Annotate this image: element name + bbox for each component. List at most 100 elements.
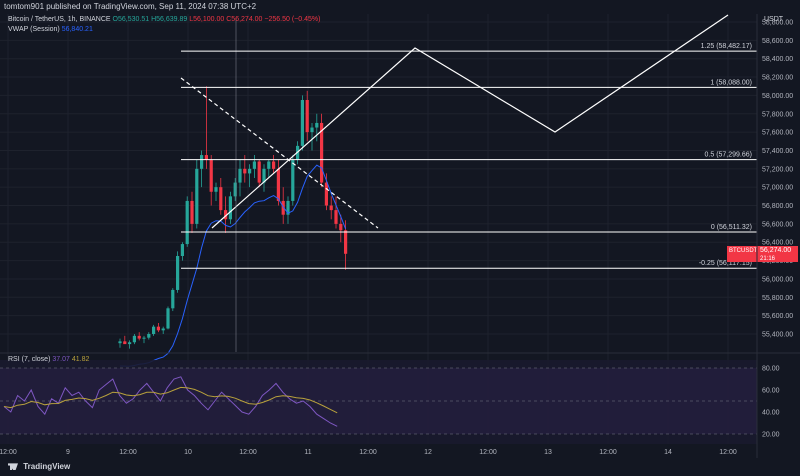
candle-body <box>334 210 338 224</box>
rsi-value: 37.07 <box>52 356 70 363</box>
candle-body <box>344 230 348 254</box>
time-tick-label: 12 <box>424 449 432 456</box>
candle-body <box>142 337 146 339</box>
price-tick-label: 57,000.00 <box>762 185 793 192</box>
publish-line: tomtom901 published on TradingView.com, … <box>4 2 257 11</box>
fib-level-label: 0 (56,511.32) <box>711 224 752 231</box>
candle-body <box>300 100 304 146</box>
time-tick-label: 12:00 <box>479 449 497 456</box>
price-tick-label: 58,800.00 <box>762 20 793 27</box>
rsi-pane[interactable] <box>0 360 757 444</box>
price-axis[interactable]: 58,800.00 58,600.00 58,400.00 58,200.00 58,0… <box>762 20 793 339</box>
price-tick-label: 57,400.00 <box>762 148 793 155</box>
candle-body <box>291 159 295 201</box>
candle-body <box>128 342 132 345</box>
rsi-legend[interactable]: RSI (7, close) 37.07 41.82 <box>8 356 89 363</box>
svg-text:BTCUSDT: BTCUSDT <box>729 248 758 254</box>
candle-body <box>132 335 136 343</box>
candle-body <box>238 168 242 183</box>
time-tick-label: 11 <box>304 449 311 456</box>
price-tick-label: 56,400.00 <box>762 240 793 247</box>
candle-body <box>166 308 170 329</box>
price-tick-label: 57,800.00 <box>762 111 793 118</box>
vwap-line <box>119 164 347 367</box>
svg-text:21:16: 21:16 <box>760 256 776 262</box>
price-tick-label: 56,600.00 <box>762 221 793 228</box>
price-tick-label: 58,200.00 <box>762 75 793 82</box>
ohlc-change: −256.50 (−0.45%) <box>264 16 321 23</box>
ohlc-open: O56,530.51 <box>112 16 150 23</box>
candle-body <box>262 168 266 183</box>
candle-body <box>176 256 180 290</box>
price-tick-label: 58,000.00 <box>762 93 793 100</box>
candle-body <box>209 159 213 192</box>
rsi-tick-label: 60.00 <box>762 388 780 395</box>
symbol-legend[interactable]: Bitcoin / TetherUS, 1h, BINANCE O56,530.… <box>8 15 320 35</box>
price-tick-label: 56,000.00 <box>762 276 793 283</box>
time-tick-label: 12:00 <box>0 449 17 456</box>
fib-level-label: -0.25 (56,117.15) <box>699 260 752 267</box>
candle-body <box>320 122 324 183</box>
publish-header: tomtom901 published on TradingView.com, … <box>0 0 800 14</box>
fib-retracement[interactable]: 1.25 (58,482.17) 1 (58,088.00) 0.5 (57,299… <box>181 43 757 269</box>
candle-body <box>137 335 141 339</box>
candle-body <box>324 182 328 206</box>
symbol-name[interactable]: Bitcoin / TetherUS, 1h, BINANCE <box>8 16 111 23</box>
trendline-dashed <box>180 77 379 229</box>
candle-body <box>147 334 151 338</box>
drawings[interactable] <box>180 14 729 352</box>
candle-body <box>118 341 122 344</box>
time-tick-label: 9 <box>66 449 70 456</box>
candle-body <box>185 200 189 245</box>
candle-body <box>243 168 247 174</box>
time-tick-label: 13 <box>544 449 552 456</box>
candle-body <box>123 341 127 345</box>
candle-body <box>200 155 204 169</box>
ticker-price-tag: BTCUSDT 56,274.00 21:16 <box>727 246 798 262</box>
candles-series <box>118 86 348 349</box>
rsi-axis: 80.00 60.00 40.00 20.00 <box>762 366 780 439</box>
fib-level-label: 1.25 (58,482.17) <box>701 43 752 50</box>
vwap-value: 56,840.21 <box>61 26 93 33</box>
ohlc-close: C56,274.00 <box>226 16 263 23</box>
time-tick-label: 12:00 <box>599 449 617 456</box>
zigzag-projection <box>211 14 729 229</box>
time-tick-label: 12:00 <box>359 449 377 456</box>
rsi-tick-label: 20.00 <box>762 432 780 439</box>
candle-body <box>248 168 252 174</box>
time-tick-label: 12:00 <box>239 449 257 456</box>
price-tick-label: 56,800.00 <box>762 203 793 210</box>
candle-body <box>228 196 232 220</box>
candle-body <box>305 100 309 133</box>
ohlc-low: L56,100.00 <box>189 16 225 23</box>
vwap-label[interactable]: VWAP (Session) <box>8 26 60 33</box>
price-tick-label: 58,600.00 <box>762 38 793 45</box>
candle-body <box>257 161 261 183</box>
price-tick-label: 55,400.00 <box>762 332 793 339</box>
rsi-ma-value: 41.82 <box>71 356 90 363</box>
candle-body <box>286 200 290 215</box>
candle-body <box>214 187 218 192</box>
price-tick-label: 55,600.00 <box>762 313 793 320</box>
candle-body <box>339 223 343 231</box>
rsi-label[interactable]: RSI (7, close) <box>8 356 51 363</box>
time-tick-label: 10 <box>184 449 192 456</box>
rsi-tick-label: 40.00 <box>762 410 780 417</box>
time-axis[interactable]: 12:00 9 12:00 10 12:00 11 12:00 12 12:00 13 12:00 1… <box>0 449 737 456</box>
price-tick-label: 57,200.00 <box>762 166 793 173</box>
fib-level-label: 1 (58,088.00) <box>710 79 752 86</box>
currency-label[interactable]: USDT <box>764 16 784 23</box>
price-tick-label: 57,600.00 <box>762 130 793 137</box>
candle-body <box>310 127 314 133</box>
ohlc-high: H56,639.89 <box>151 16 188 23</box>
fib-level-label: 0.5 (57,299.66) <box>705 152 752 159</box>
rsi-line <box>3 376 338 427</box>
time-tick-label: 12:00 <box>119 449 137 456</box>
candle-body <box>267 161 271 169</box>
rsi-tick-label: 80.00 <box>762 366 780 373</box>
candle-body <box>315 122 319 128</box>
footer: TradingView <box>0 458 800 476</box>
candle-body <box>204 155 208 160</box>
price-tick-label: 55,800.00 <box>762 295 793 302</box>
